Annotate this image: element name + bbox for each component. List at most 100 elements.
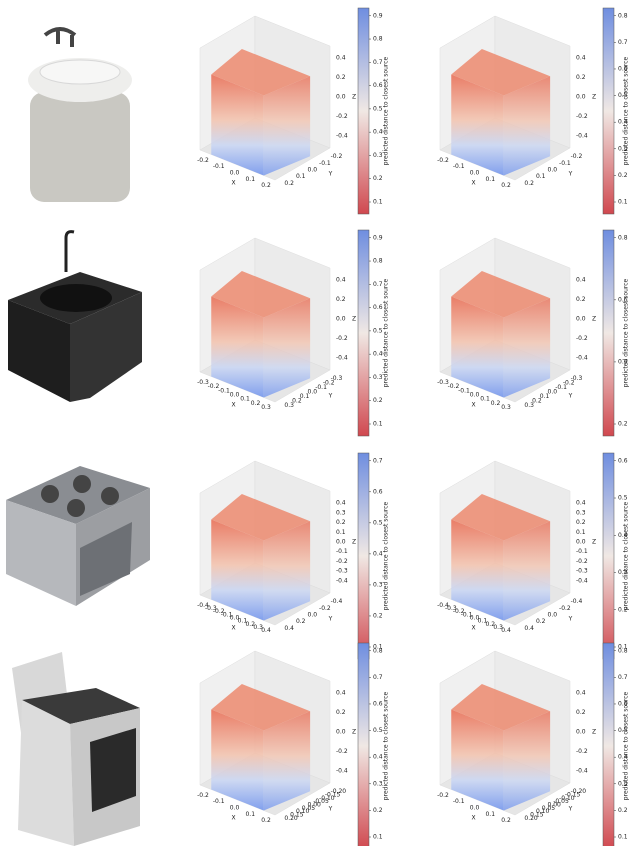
colorbar-tick-label: 0.5 xyxy=(373,727,383,734)
z-tick-label: 0.0 xyxy=(336,729,346,736)
z-tick-label: 0.0 xyxy=(576,316,586,323)
y-tick-label: 0.2 xyxy=(284,180,294,187)
colorbar-label: predicted distance to closest source xyxy=(623,691,629,800)
z-tick-label: 0.0 xyxy=(576,94,586,101)
z-tick-label: 0.3 xyxy=(576,509,586,516)
y-tick-label: 0.4 xyxy=(284,625,294,632)
z-tick-label: -0.2 xyxy=(336,113,348,120)
y-tick-label: 0.20 xyxy=(524,815,538,822)
z-tick-label: 0.2 xyxy=(336,74,346,81)
colorbar-tick-label: 0.4 xyxy=(373,351,383,358)
panel-3d: -0.4-0.3-0.2-0.10.00.10.20.30.4X-0.4-0.2… xyxy=(437,453,629,659)
z-tick-label: -0.4 xyxy=(576,767,588,774)
x-tick-label: 0.4 xyxy=(261,627,271,634)
colorbar-label: predicted distance to closest source xyxy=(623,56,629,165)
z-tick-label: -0.2 xyxy=(576,113,588,120)
x-tick-label: -0.2 xyxy=(437,792,449,799)
y-axis-label: Y xyxy=(328,806,333,813)
colorbar-tick-label: 0.2 xyxy=(618,421,628,428)
z-tick-label: 0.4 xyxy=(336,500,346,507)
colorbar-tick-label: 0.7 xyxy=(373,457,383,464)
colorbar-tick-label: 0.8 xyxy=(373,36,383,43)
colorbar-tick-label: 0.3 xyxy=(373,152,383,159)
x-tick-label: 0.2 xyxy=(261,817,271,824)
x-tick-label: 0.4 xyxy=(501,627,511,634)
z-axis-label: Z xyxy=(352,94,356,101)
panel-3d: -0.2-0.10.00.10.2X-0.2-0.10.00.10.2Y-0.4… xyxy=(197,8,389,214)
x-tick-label: -0.1 xyxy=(218,387,230,394)
z-tick-label: 0.1 xyxy=(576,529,586,536)
z-tick-label: 0.0 xyxy=(336,94,346,101)
z-tick-label: -0.2 xyxy=(576,335,588,342)
x-tick-label: -0.1 xyxy=(213,798,225,805)
z-axis-label: Z xyxy=(352,729,356,736)
colorbar-tick-label: 0.4 xyxy=(373,550,383,557)
colorbar xyxy=(358,453,369,659)
z-axis-label: Z xyxy=(592,539,596,546)
z-tick-label: 0.4 xyxy=(576,500,586,507)
colorbar-tick-label: 0.6 xyxy=(373,488,383,495)
y-tick-label: 0.2 xyxy=(536,618,546,625)
x-axis-label: X xyxy=(471,815,475,822)
z-tick-label: -0.3 xyxy=(576,568,588,575)
y-axis-label: Y xyxy=(568,171,573,178)
colorbar-label: predicted distance to closest source xyxy=(383,691,390,800)
x-tick-label: 0.3 xyxy=(501,404,511,411)
colorbar-tick-label: 0.8 xyxy=(373,647,383,654)
y-tick-label: 0.0 xyxy=(548,167,558,174)
panel-3d: -0.3-0.2-0.10.00.10.20.3X-0.3-0.2-0.10.0… xyxy=(437,230,629,436)
x-tick-label: 0.0 xyxy=(230,170,240,177)
z-axis-label: Z xyxy=(592,316,596,323)
y-tick-label: 0.20 xyxy=(284,815,298,822)
z-axis-label: Z xyxy=(352,539,356,546)
z-tick-label: -0.4 xyxy=(576,577,588,584)
colorbar-tick-label: 0.3 xyxy=(373,581,383,588)
colorbar-tick-label: 0.3 xyxy=(373,374,383,381)
y-tick-label: 0.0 xyxy=(308,167,318,174)
colorbar-tick-label: 0.9 xyxy=(373,234,383,241)
x-axis-label: X xyxy=(231,180,235,187)
x-tick-label: 0.3 xyxy=(261,404,271,411)
colorbar-tick-label: 0.2 xyxy=(373,397,383,404)
colorbar-label: predicted distance to closest source xyxy=(383,501,390,610)
colorbar-label: predicted distance to closest source xyxy=(383,278,390,387)
z-tick-label: 0.3 xyxy=(336,509,346,516)
colorbar-tick-label: 0.9 xyxy=(373,12,383,19)
z-tick-label: 0.4 xyxy=(336,55,346,62)
x-axis-label: X xyxy=(471,180,475,187)
x-tick-label: 0.1 xyxy=(480,396,490,403)
x-tick-label: 0.1 xyxy=(245,811,255,818)
x-tick-label: 0.1 xyxy=(485,176,495,183)
x-tick-label: -0.1 xyxy=(458,387,470,394)
z-tick-label: 0.0 xyxy=(336,539,346,546)
photo-sink-cabinet xyxy=(8,232,142,402)
colorbar-tick-label: 0.1 xyxy=(618,834,628,841)
x-tick-label: 0.0 xyxy=(230,392,240,399)
y-tick-label: 0.0 xyxy=(548,612,558,619)
panel-3d: -0.2-0.10.00.10.2X-0.2-0.10.00.10.2Y-0.4… xyxy=(437,8,629,214)
y-tick-label: 0.2 xyxy=(524,180,534,187)
x-tick-label: 0.2 xyxy=(261,182,271,189)
x-tick-label: 0.2 xyxy=(251,400,261,407)
colorbar-tick-label: 0.1 xyxy=(373,199,383,206)
colorbar-label: predicted distance to closest source xyxy=(623,278,629,387)
photo-stove-steel xyxy=(6,466,150,606)
colorbar-tick-label: 0.1 xyxy=(373,834,383,841)
z-tick-label: 0.0 xyxy=(576,539,586,546)
y-axis-label: Y xyxy=(328,393,333,400)
z-tick-label: -0.2 xyxy=(576,558,588,565)
y-tick-label: -0.1 xyxy=(319,160,331,167)
y-tick-label: -0.2 xyxy=(331,153,343,160)
colorbar-tick-label: 0.2 xyxy=(618,807,628,814)
colorbar xyxy=(603,8,614,214)
x-tick-label: 0.2 xyxy=(501,182,511,189)
colorbar-tick-label: 0.7 xyxy=(373,281,383,288)
colorbar-tick-label: 0.2 xyxy=(618,172,628,179)
z-tick-label: 0.0 xyxy=(576,729,586,736)
y-tick-label: -0.2 xyxy=(319,605,331,612)
x-tick-label: 0.1 xyxy=(485,811,495,818)
colorbar-tick-label: 0.7 xyxy=(373,674,383,681)
photo-sink-pedestal xyxy=(28,29,132,202)
colorbar-label: predicted distance to closest source xyxy=(383,56,390,165)
z-tick-label: -0.4 xyxy=(336,767,348,774)
